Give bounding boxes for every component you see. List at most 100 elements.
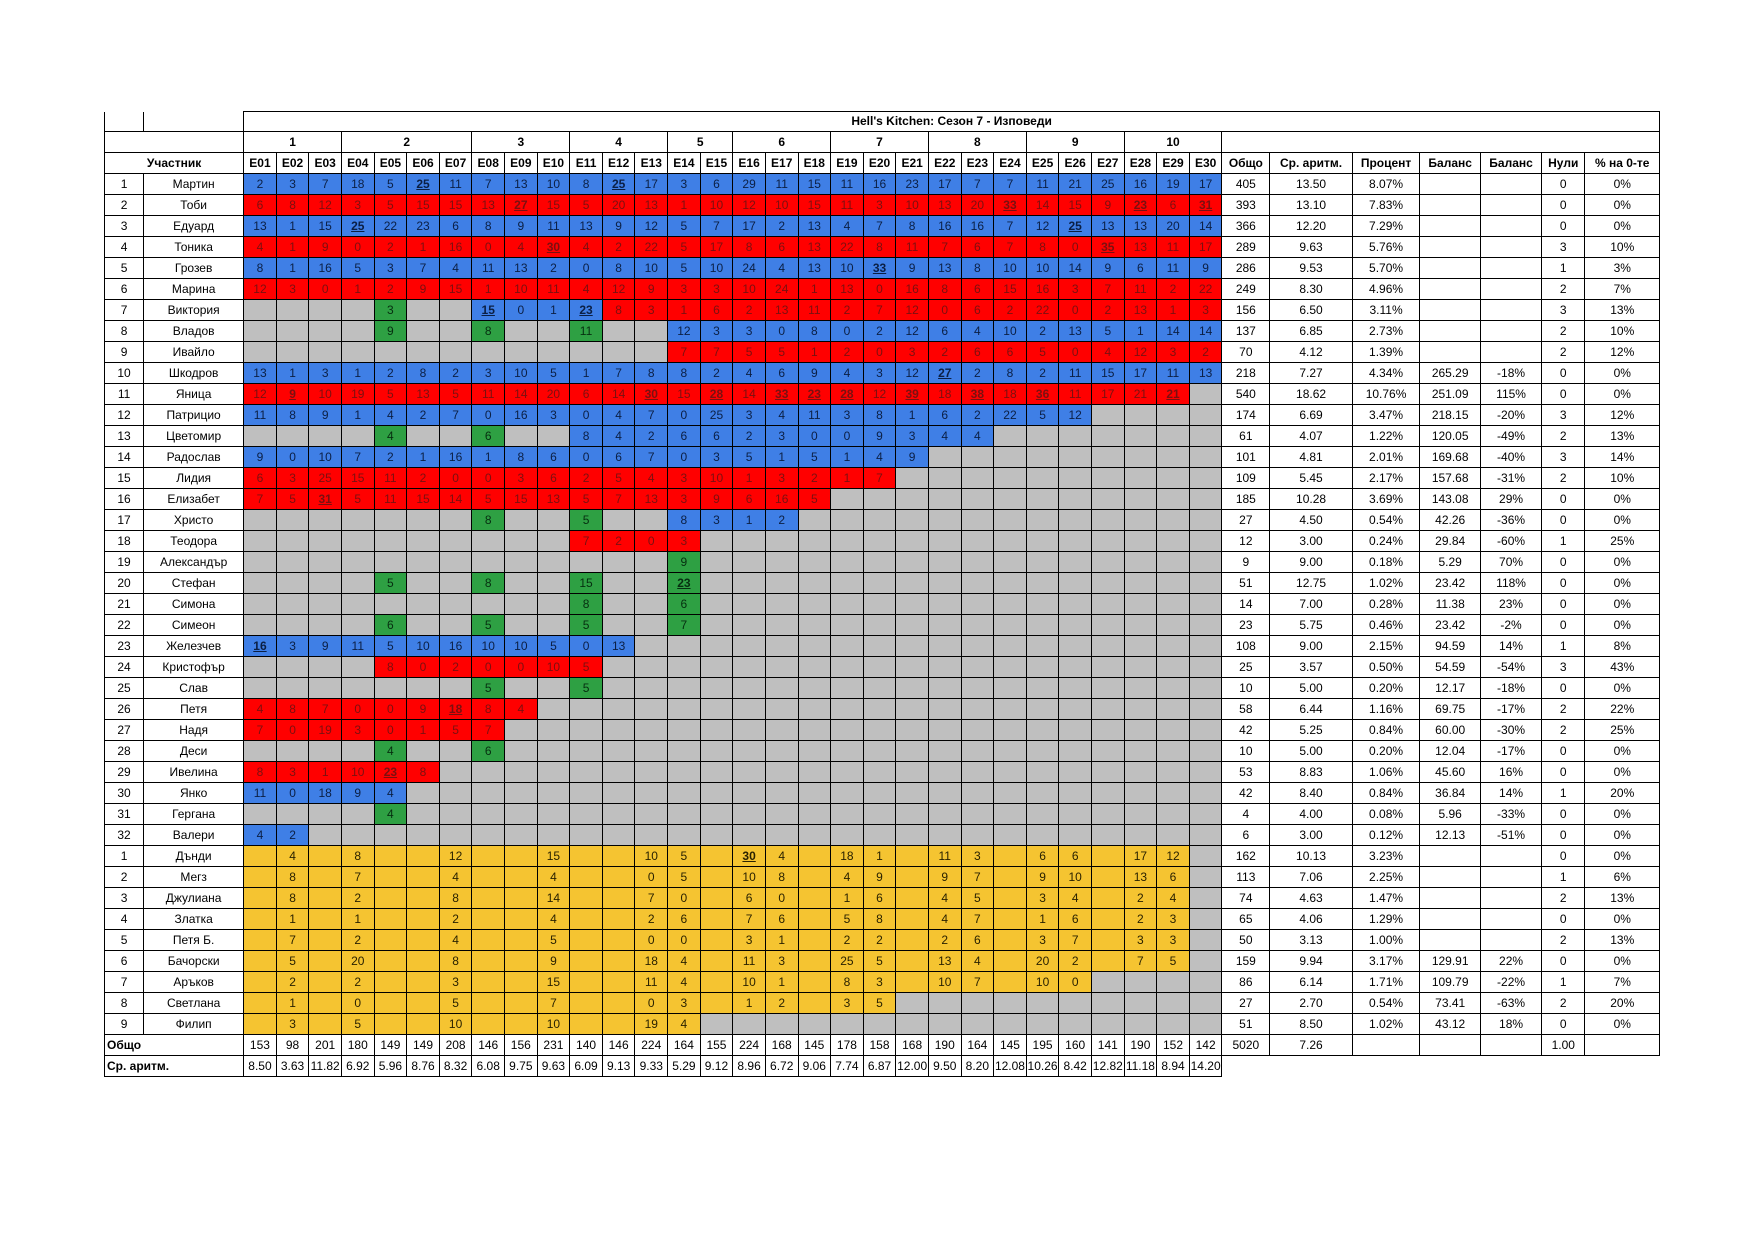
score-cell — [243, 845, 277, 867]
score-cell: 9 — [243, 446, 277, 468]
score-cell — [764, 761, 799, 783]
stat-cell — [1480, 929, 1542, 951]
score-cell: 16 — [960, 215, 995, 237]
score-cell: 15 — [667, 383, 701, 405]
score-cell — [406, 677, 440, 699]
participant-name: Христо — [143, 509, 245, 531]
score-cell: 5 — [797, 446, 832, 468]
score-cell: 1 — [340, 908, 375, 930]
score-cell: 0 — [471, 656, 506, 678]
score-cell — [993, 530, 1027, 552]
score-cell: 7 — [862, 467, 897, 489]
score-cell: 16 — [438, 635, 473, 657]
score-cell — [1058, 719, 1092, 741]
stat-cell: 0.18% — [1351, 551, 1421, 573]
score-cell — [634, 614, 669, 636]
score-cell: 19 — [308, 719, 342, 741]
averages-row: Ср. аритм. 8.50 3.63 11.82 6.92 5.96 8.76 8.32 6… — [103, 1055, 1660, 1077]
stat-cell: 13% — [1584, 887, 1660, 909]
stat-cell: 0% — [1584, 173, 1660, 195]
score-cell — [1188, 446, 1223, 468]
score-cell — [373, 1013, 408, 1035]
score-cell — [862, 614, 897, 636]
score-cell — [438, 551, 473, 573]
stat-cell: 393 — [1221, 194, 1271, 216]
week-header: 8 — [927, 131, 1027, 153]
stat-cell: -40% — [1480, 446, 1542, 468]
score-cell: 0 — [373, 719, 408, 741]
score-cell: 4 — [438, 257, 473, 279]
week-header: 7 — [830, 131, 929, 153]
stat-cell: 11.38 — [1419, 593, 1482, 615]
stat-cell — [1419, 320, 1482, 342]
score-cell — [406, 572, 440, 594]
score-cell: 8 — [732, 236, 766, 258]
average-cell: 8.50 — [243, 1055, 277, 1077]
participant-name: Аръков — [143, 971, 245, 993]
score-cell — [243, 341, 277, 363]
score-cell: 0 — [667, 929, 701, 951]
score-cell — [1058, 614, 1092, 636]
score-cell: 6 — [536, 467, 571, 489]
score-cell — [536, 677, 571, 699]
participant-name: Радослав — [143, 446, 245, 468]
stat-cell: 0% — [1584, 509, 1660, 531]
score-cell: 4 — [601, 404, 636, 426]
participant-name: Мегз — [143, 866, 245, 888]
score-cell — [438, 782, 473, 804]
stat-cell: -63% — [1480, 992, 1542, 1014]
score-cell: 0 — [340, 236, 375, 258]
stat-cell: 2.25% — [1351, 866, 1421, 888]
score-cell: 6 — [1058, 908, 1092, 930]
participant-name: Петя Б. — [143, 929, 245, 951]
stat-cell: 14% — [1480, 635, 1542, 657]
row-number: 6 — [103, 950, 145, 972]
score-cell — [1188, 866, 1223, 888]
score-cell — [732, 593, 766, 615]
score-cell — [1156, 509, 1190, 531]
score-cell: 3 — [764, 425, 799, 447]
stat-cell: 0% — [1584, 383, 1660, 405]
score-cell — [1188, 887, 1223, 909]
score-cell — [895, 866, 929, 888]
score-cell — [1025, 488, 1060, 510]
score-cell — [504, 425, 538, 447]
score-cell — [275, 425, 310, 447]
score-cell: 11 — [895, 236, 929, 258]
average-cell: 11.18 — [1123, 1055, 1158, 1077]
score-cell — [1058, 761, 1092, 783]
stat-cell: 53 — [1221, 761, 1271, 783]
score-cell: 10 — [732, 866, 766, 888]
score-cell — [1123, 677, 1158, 699]
score-cell: 8 — [340, 845, 375, 867]
score-cell — [927, 509, 962, 531]
total-cell: 164 — [667, 1034, 701, 1056]
score-cell: 3 — [862, 362, 897, 384]
score-cell: 19 — [1156, 173, 1190, 195]
score-cell — [1090, 929, 1125, 951]
score-cell — [1058, 635, 1092, 657]
score-cell — [1188, 488, 1223, 510]
score-cell — [764, 782, 799, 804]
score-cell: 7 — [634, 404, 669, 426]
score-cell — [634, 761, 669, 783]
table-row: 13 Цветомир 4 6 8 4 2 6 6 2 3 0 0 9 3 4 4 61 4.07 1.22% 120.… — [103, 425, 1660, 447]
score-cell: 8 — [275, 194, 310, 216]
stat-cell: 405 — [1221, 173, 1271, 195]
score-cell: 1 — [862, 845, 897, 867]
score-cell — [830, 740, 864, 762]
score-cell: 9 — [536, 950, 571, 972]
stat-cell: 12.75 — [1269, 572, 1353, 594]
score-cell: 2 — [373, 236, 408, 258]
score-cell — [927, 1013, 962, 1035]
score-cell: 3 — [699, 320, 734, 342]
stat-cell: -18% — [1480, 677, 1542, 699]
row-number: 20 — [103, 572, 145, 594]
score-cell: 1 — [275, 362, 310, 384]
stat-cell: 1.39% — [1351, 341, 1421, 363]
stat-cell: 0% — [1584, 614, 1660, 636]
row-number: 11 — [103, 383, 145, 405]
stat-cell: 1 — [1540, 257, 1586, 279]
score-cell — [1188, 845, 1223, 867]
score-cell: 12 — [243, 383, 277, 405]
